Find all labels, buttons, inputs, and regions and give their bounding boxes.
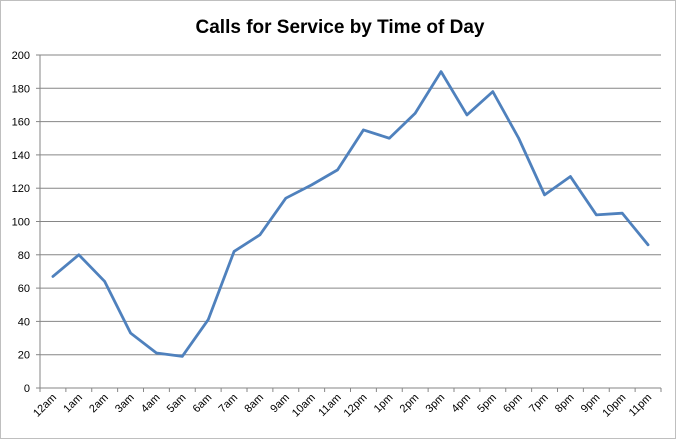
y-tick-label-200: 200 — [12, 50, 30, 62]
x-tick-label-8am: 8am — [242, 392, 266, 416]
y-tick-label-60: 60 — [18, 283, 30, 295]
x-tick-label-1am: 1am — [61, 392, 85, 416]
x-tick-label-11am: 11am — [316, 392, 343, 419]
data-point-4pm — [465, 113, 469, 117]
y-tick-label-40: 40 — [18, 316, 30, 328]
y-tick-label-0: 0 — [24, 383, 30, 395]
data-point-6pm — [517, 137, 520, 140]
data-point-5pm — [491, 90, 495, 93]
x-tick-label-3am: 3am — [113, 392, 137, 416]
x-tick-label-6am: 6am — [191, 392, 215, 416]
data-point-7pm — [543, 193, 546, 197]
x-tick-label-4pm: 4pm — [449, 392, 473, 416]
data-point-3pm — [439, 70, 443, 73]
chart-title: Calls for Service by Time of Day — [196, 17, 485, 38]
x-tick-label-6pm: 6pm — [501, 392, 525, 416]
y-axis-tick-labels: 0 20 40 60 80 100 120 140 160 180 200 — [12, 50, 30, 395]
data-point-10pm — [620, 211, 624, 215]
x-tick-label-5pm: 5pm — [475, 392, 499, 416]
data-point-8am — [258, 233, 262, 237]
x-tick-label-2pm: 2pm — [398, 392, 422, 416]
x-tick-label-12pm: 12pm — [342, 392, 370, 420]
x-tick-label-10am: 10am — [290, 392, 318, 420]
data-point-10am — [310, 183, 313, 187]
x-tick-label-1pm: 1pm — [372, 392, 396, 416]
data-point-1am — [77, 253, 81, 256]
data-point-6am — [206, 318, 210, 321]
data-point-11am — [336, 168, 339, 172]
axes — [36, 54, 662, 392]
data-point-11pm — [646, 243, 650, 247]
data-point-4am — [155, 351, 158, 355]
y-tick-label-140: 140 — [12, 150, 30, 162]
data-point-1pm — [388, 137, 391, 140]
x-tick-label-7pm: 7pm — [527, 392, 551, 416]
y-tick-label-100: 100 — [12, 217, 30, 229]
x-tick-label-5am: 5am — [165, 392, 189, 416]
x-tick-label-12am: 12am — [31, 392, 59, 420]
data-point-3am — [129, 331, 132, 335]
x-tick-label-2am: 2am — [87, 392, 111, 416]
data-point-12am — [51, 275, 55, 278]
x-tick-label-9am: 9am — [268, 392, 292, 416]
y-tick-label-160: 160 — [12, 117, 30, 129]
data-point-2am — [103, 280, 106, 283]
data-point-12pm — [362, 128, 365, 132]
y-tick-label-20: 20 — [18, 350, 30, 362]
y-tick-label-180: 180 — [12, 83, 30, 95]
data-point-8pm — [569, 175, 572, 178]
series-line-0 — [51, 70, 650, 358]
data-point-9am — [284, 196, 288, 200]
y-tick-label-120: 120 — [12, 183, 30, 195]
data-point-9pm — [595, 213, 598, 217]
data-point-5am — [181, 355, 184, 358]
data-point-7am — [232, 250, 236, 253]
x-axis-tick-labels: 12am 1am 2am 3am 4am 5am 6am 7am 8am 9am10am11am1… — [31, 392, 654, 420]
y-tick-label-80: 80 — [18, 250, 30, 262]
x-tick-label-9pm: 9pm — [579, 392, 603, 416]
series — [51, 70, 650, 358]
x-tick-label-4am: 4am — [139, 392, 163, 416]
gridlines — [40, 54, 661, 356]
x-tick-label-11pm: 11pm — [627, 392, 654, 419]
x-tick-label-7am: 7am — [217, 392, 241, 416]
data-point-2pm — [413, 112, 417, 115]
x-tick-label-3pm: 3pm — [424, 392, 448, 416]
x-tick-label-10pm: 10pm — [600, 392, 628, 420]
x-tick-label-8pm: 8pm — [553, 392, 577, 416]
